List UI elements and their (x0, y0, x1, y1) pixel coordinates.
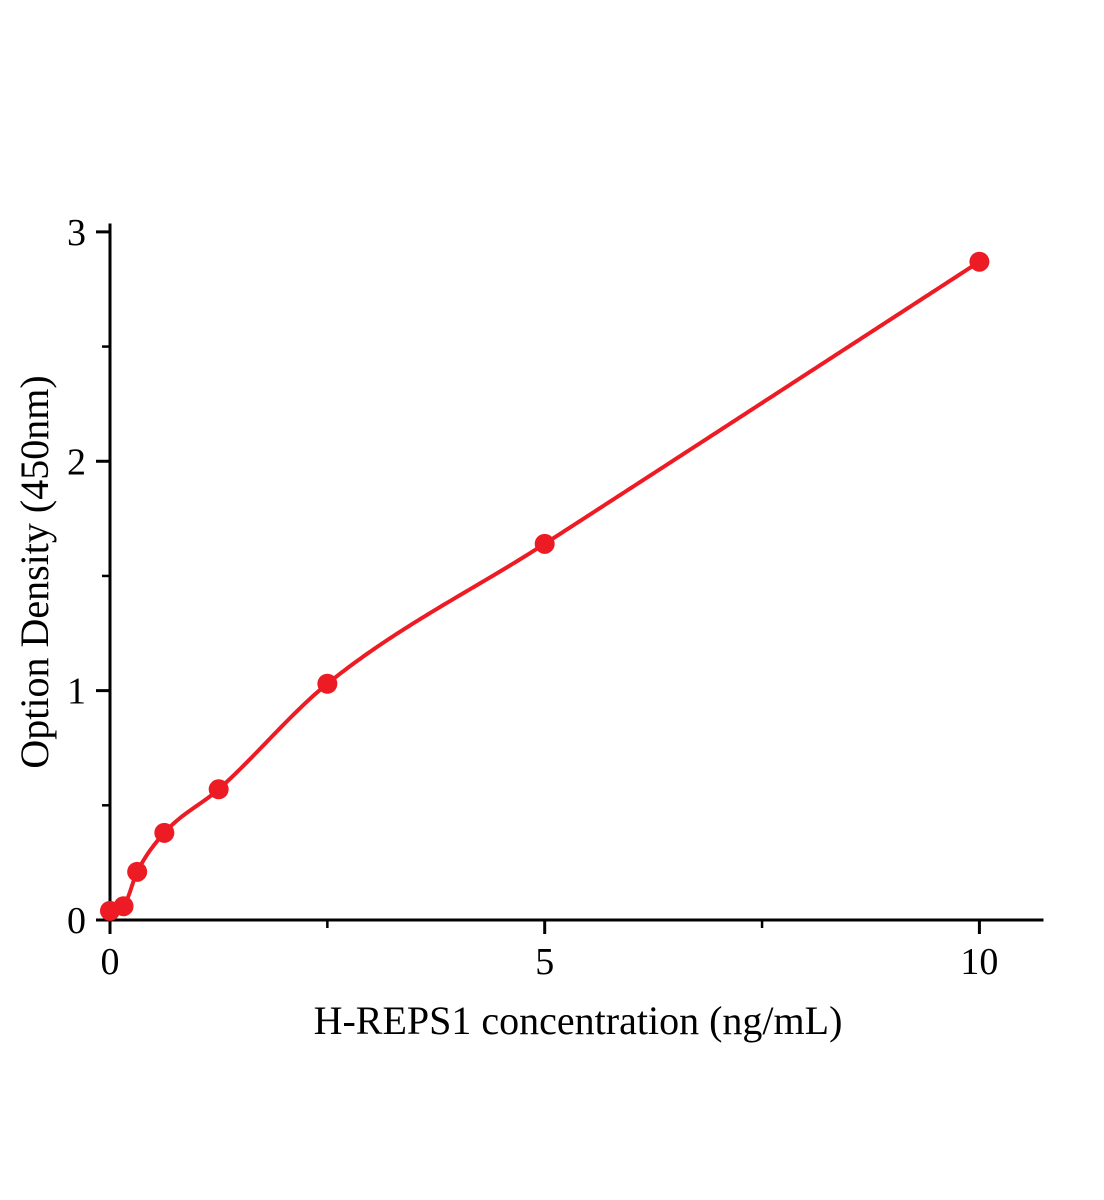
y-tick-label: 3 (67, 212, 86, 254)
x-axis-title: H-REPS1 concentration (ng/mL) (314, 998, 843, 1043)
data-point (127, 861, 148, 882)
data-point (113, 896, 134, 917)
x-tick-label: 5 (535, 941, 554, 983)
data-point (969, 251, 990, 272)
axes: 0 5 10 0 1 2 3 (67, 212, 1044, 983)
y-tick-label: 0 (67, 900, 86, 942)
y-tick-label: 1 (67, 671, 86, 713)
data-point (317, 673, 338, 694)
axis-spine (108, 223, 1044, 922)
data-point (154, 822, 175, 843)
x-tick-label: 0 (101, 941, 120, 983)
data-point (208, 779, 229, 800)
data-point (534, 533, 555, 554)
y-axis-title: Option Density (450nm) (12, 375, 57, 768)
x-tick-label: 10 (960, 941, 998, 983)
plot-area (100, 251, 990, 921)
y-tick-label: 2 (67, 441, 86, 483)
fit-curve (108, 259, 982, 913)
